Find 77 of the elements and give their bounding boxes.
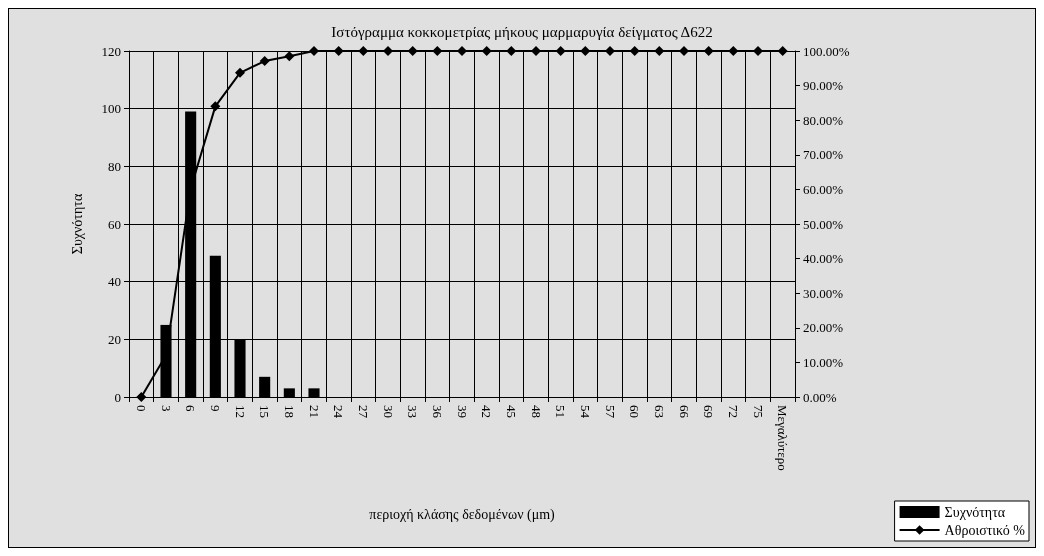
bar xyxy=(259,376,271,397)
point xyxy=(259,56,270,67)
x-tick-label: 6 xyxy=(183,405,199,412)
legend-label: Συχνότητα xyxy=(944,504,1006,520)
point xyxy=(777,46,788,56)
y2-tick-label: 90.00% xyxy=(803,78,844,94)
x-tick-label: 3 xyxy=(158,405,174,412)
y2-tick-label: 40.00% xyxy=(803,251,844,267)
x-tick-label: 27 xyxy=(355,405,371,419)
x-tick-label: 57 xyxy=(602,405,618,419)
y2-tick-label: 70.00% xyxy=(803,147,844,163)
x-tick-label: 63 xyxy=(651,405,667,418)
point xyxy=(210,101,221,112)
point xyxy=(309,46,319,56)
point xyxy=(728,46,739,56)
x-tick-label: 60 xyxy=(627,405,643,418)
x-tick-label: 72 xyxy=(725,405,741,418)
x-tick-label: 33 xyxy=(405,405,421,418)
point xyxy=(629,46,640,56)
point xyxy=(654,46,665,56)
x-tick-label: 36 xyxy=(429,405,445,419)
point xyxy=(555,46,566,56)
x-tick-label: 39 xyxy=(454,405,470,418)
y-axis-title: Συχνότητα xyxy=(69,193,85,255)
point xyxy=(432,46,443,56)
x-tick-label: 24 xyxy=(331,405,347,419)
point xyxy=(703,46,714,56)
x-tick-label: 45 xyxy=(503,405,519,418)
x-tick-label: 0 xyxy=(133,405,149,412)
x-tick-label: 42 xyxy=(479,405,495,418)
y2-tick-label: 60.00% xyxy=(803,181,844,197)
y2-tick-label: 0.00% xyxy=(803,389,837,405)
bar xyxy=(308,388,320,397)
point xyxy=(358,46,369,56)
x-tick-label: 66 xyxy=(676,405,692,419)
y-tick-label: 40 xyxy=(108,274,121,290)
y2-tick-label: 50.00% xyxy=(803,216,844,232)
point xyxy=(580,46,591,56)
point xyxy=(284,51,295,62)
x-tick-label: Μεγαλύτερο xyxy=(775,405,791,471)
point xyxy=(506,46,517,56)
point xyxy=(679,46,689,56)
chart-title: Ιστόγραμμα κοκκομετρίας μήκους μαρμαρυγία δείγματος Δ622 xyxy=(331,23,713,40)
y2-tick-label: 10.00% xyxy=(803,354,844,370)
y-tick-label: 100 xyxy=(101,101,121,117)
point xyxy=(136,392,147,402)
x-axis-title: περιοχή κλάσης δεδομένων (μm) xyxy=(369,506,556,523)
y2-tick-label: 80.00% xyxy=(803,112,844,128)
point xyxy=(333,46,344,56)
x-tick-label: 9 xyxy=(207,405,223,412)
point xyxy=(407,46,418,56)
point xyxy=(531,46,541,56)
y-tick-label: 80 xyxy=(108,158,121,174)
point xyxy=(605,46,615,56)
legend-label: Αθροιστικό % xyxy=(944,522,1026,538)
y2-tick-label: 100.00% xyxy=(803,43,850,59)
x-tick-label: 69 xyxy=(701,405,717,418)
x-tick-label: 12 xyxy=(232,405,248,418)
x-tick-label: 48 xyxy=(528,405,544,418)
x-tick-label: 51 xyxy=(553,405,569,418)
y-tick-label: 60 xyxy=(108,216,121,232)
point xyxy=(383,46,393,56)
point xyxy=(235,67,245,78)
x-tick-label: 15 xyxy=(257,405,273,418)
x-tick-label: 54 xyxy=(577,405,593,419)
point xyxy=(457,46,467,56)
x-tick-label: 18 xyxy=(281,405,297,418)
x-tick-label: 30 xyxy=(380,405,396,418)
bar xyxy=(283,388,295,397)
x-tick-label: 21 xyxy=(306,405,322,418)
point xyxy=(481,46,492,56)
y2-tick-label: 30.00% xyxy=(803,285,844,301)
x-tick-label: 75 xyxy=(750,405,766,418)
y2-tick-label: 20.00% xyxy=(803,320,844,336)
y-tick-label: 20 xyxy=(108,331,121,347)
y-tick-label: 120 xyxy=(101,43,121,59)
point xyxy=(753,46,763,56)
